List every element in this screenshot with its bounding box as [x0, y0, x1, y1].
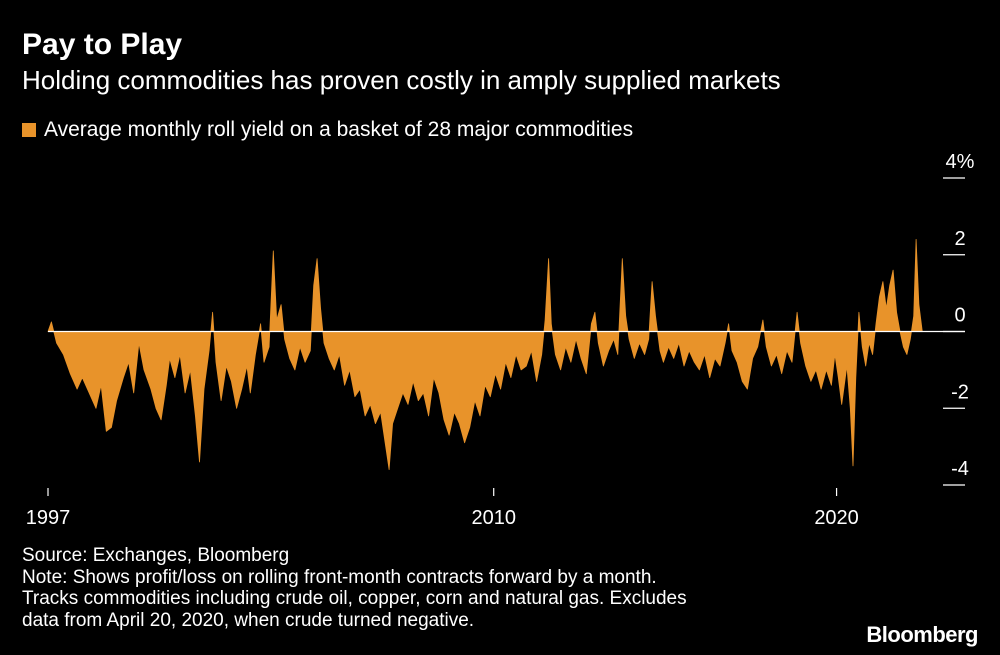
y-tick-label-4: -4	[951, 458, 969, 480]
y-tick-label-3: -2	[951, 381, 969, 403]
chart-title: Pay to Play	[22, 28, 183, 61]
y-tick-label-1: 2	[954, 228, 965, 250]
note-line-3: data from April 20, 2020, when crude tur…	[22, 609, 475, 631]
series-area-0	[47, 239, 923, 470]
legend-swatch	[22, 123, 36, 137]
x-tick-label-1: 2010	[471, 507, 516, 529]
x-tick-label-0: 1997	[26, 507, 71, 529]
source-line: Source: Exchanges, Bloomberg	[22, 545, 290, 566]
x-tick-label-2: 2020	[814, 507, 859, 529]
legend: Average monthly roll yield on a basket o…	[22, 117, 633, 143]
footnotes: Source: Exchanges, Bloomberg Note: Shows…	[22, 545, 687, 631]
legend-label: Average monthly roll yield on a basket o…	[44, 118, 634, 141]
y-tick-label-0: 4%	[946, 151, 975, 173]
chart-plot: 4% 2 0 -2 -4 1997 2010 2020	[26, 151, 975, 529]
y-tick-label-2: 0	[954, 305, 965, 327]
chart-subtitle: Holding commodities has proven costly in…	[22, 65, 781, 95]
bloomberg-logo: Bloomberg	[866, 622, 978, 647]
note-line-2: Tracks commodities including crude oil, …	[22, 588, 687, 609]
note-line-1: Note: Shows profit/loss on rolling front…	[22, 566, 657, 588]
